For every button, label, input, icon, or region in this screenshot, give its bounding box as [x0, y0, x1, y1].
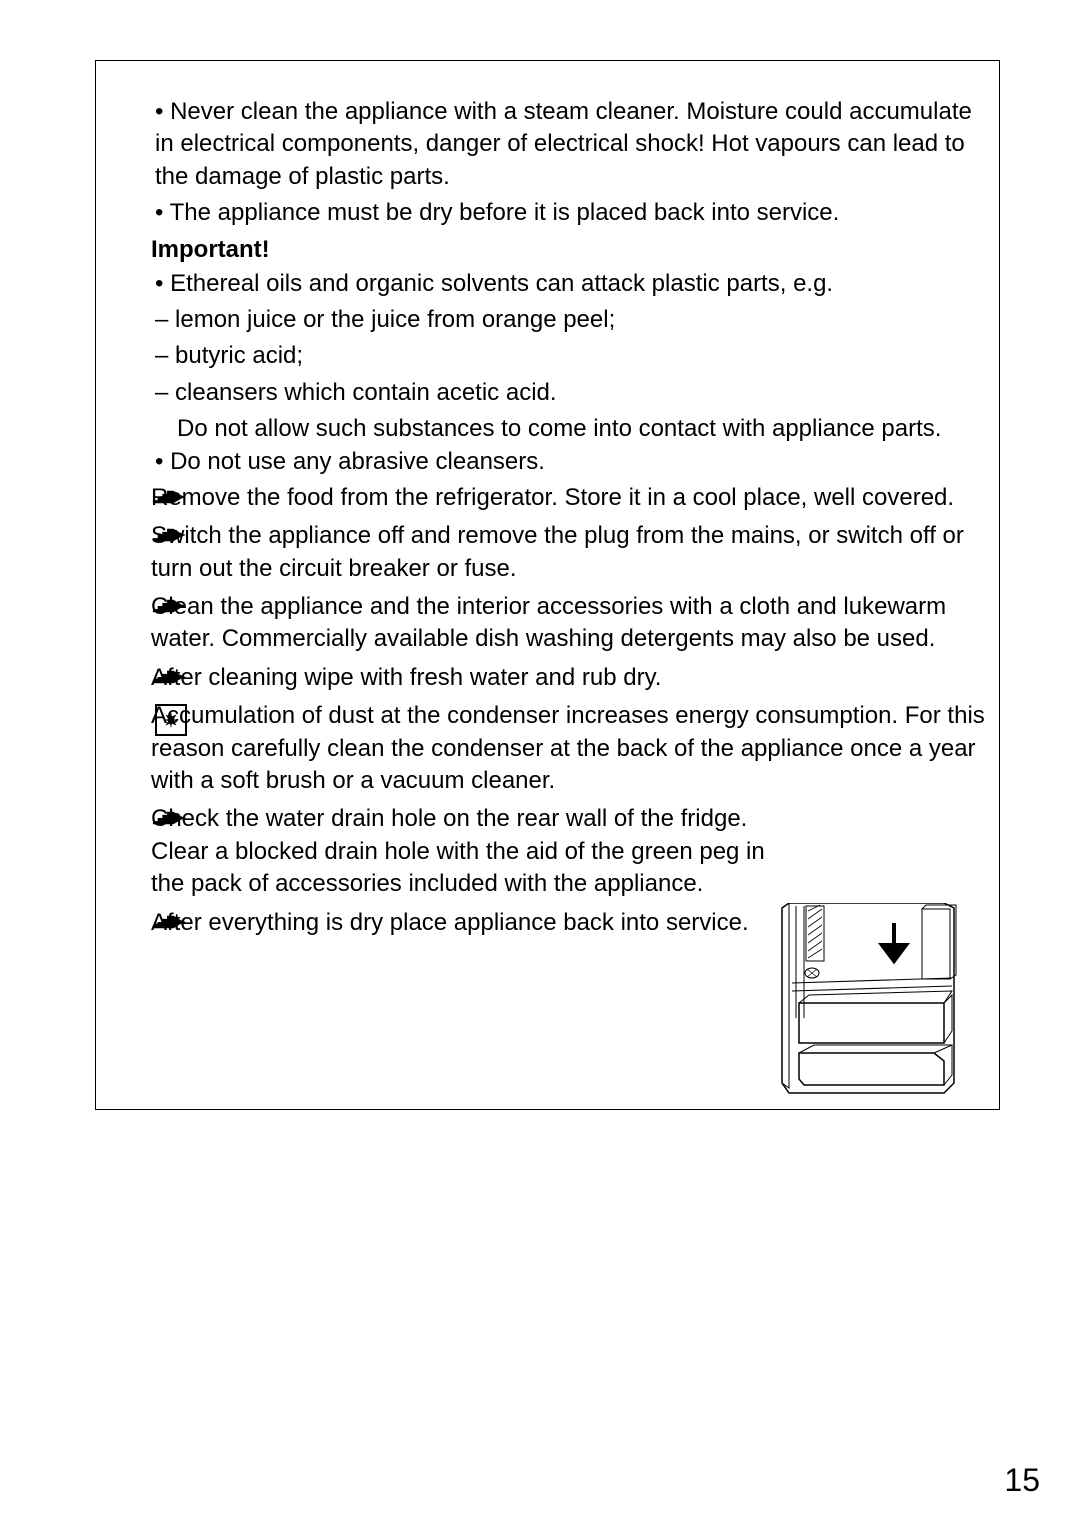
- hand-pointer-icon: [146, 482, 196, 508]
- star-text: Accumulation of dust at the condenser in…: [151, 700, 989, 797]
- hand-pointer-icon: [146, 520, 196, 546]
- dash-item-3-cont: Do not allow such substances to come int…: [151, 413, 989, 445]
- fridge-diagram: [774, 903, 984, 1103]
- dash-item-3: – cleansers which contain acetic acid.: [151, 377, 989, 409]
- hand-text-1: Remove the food from the refrigerator. S…: [151, 482, 989, 514]
- bullet-text-2: • The appliance must be dry before it is…: [151, 197, 989, 229]
- star-box-icon: [146, 700, 196, 736]
- hand-pointer-icon: [146, 803, 196, 829]
- dash-item-2: – butyric acid;: [151, 340, 989, 372]
- drain-text: Check the water drain hole on the rear w…: [151, 803, 989, 900]
- bullet-text-1: • Never clean the appliance with a steam…: [151, 96, 989, 193]
- page-number: 15: [1004, 1462, 1040, 1499]
- important-bullet-2: • Do not use any abrasive cleansers.: [151, 446, 989, 478]
- hand-pointer-icon: [146, 662, 196, 688]
- hand-text-2: Switch the appliance off and remove the …: [151, 520, 989, 585]
- dash-item-1: – lemon juice or the juice from orange p…: [151, 304, 989, 336]
- hand-pointer-icon: [146, 591, 196, 617]
- hand-pointer-icon: [146, 907, 196, 933]
- hand-text-4: After cleaning wipe with fresh water and…: [151, 662, 989, 694]
- important-bullet: • Ethereal oils and organic solvents can…: [151, 268, 989, 300]
- important-title: Important!: [151, 236, 989, 264]
- hand-text-3: Clean the appliance and the interior acc…: [151, 591, 989, 656]
